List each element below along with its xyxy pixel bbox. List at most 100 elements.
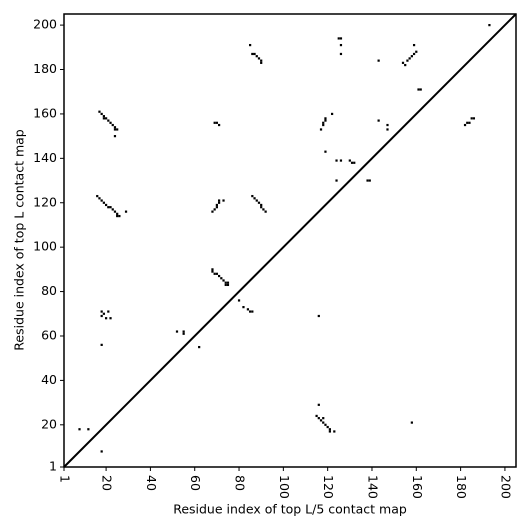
contact-point — [412, 43, 416, 47]
contact-point — [253, 52, 256, 56]
contact-point — [109, 206, 112, 209]
contact-point — [217, 123, 221, 127]
contact-point — [353, 161, 356, 164]
contact-point — [116, 212, 119, 215]
contact-point — [87, 428, 90, 431]
contact-point — [226, 281, 230, 284]
contact-point — [124, 210, 128, 213]
contact-point — [472, 117, 476, 120]
contact-point — [319, 419, 323, 422]
contact-point — [215, 272, 218, 275]
contact-point — [98, 197, 101, 200]
contact-point — [100, 310, 103, 313]
contact-point — [386, 123, 389, 127]
contact-point — [109, 317, 112, 320]
contact-point — [260, 206, 263, 209]
contact-point — [102, 201, 105, 204]
contact-point — [111, 123, 114, 127]
contact-point — [317, 314, 320, 318]
contact-point — [217, 201, 221, 204]
contact-point — [222, 279, 225, 282]
contact-point — [113, 135, 117, 138]
contact-point — [404, 63, 407, 67]
contact-point — [213, 208, 216, 211]
contact-point — [107, 310, 110, 313]
contact-point — [264, 210, 267, 213]
contact-point — [102, 312, 105, 315]
y-tick-label: 1 — [49, 459, 57, 474]
contact-point — [226, 283, 230, 287]
contact-point — [242, 306, 245, 309]
contact-point — [328, 428, 331, 431]
y-tick-label: 60 — [41, 327, 57, 342]
contact-point — [408, 57, 411, 60]
contact-point — [322, 417, 325, 420]
contact-point — [100, 112, 103, 116]
contact-point — [468, 121, 471, 124]
y-tick-label: 80 — [41, 283, 57, 298]
contact-point — [333, 430, 336, 433]
contact-point — [339, 52, 343, 56]
contact-point — [100, 314, 103, 318]
contact-point — [116, 128, 119, 131]
x-tick-label: 160 — [410, 475, 425, 499]
contact-point — [215, 121, 218, 124]
contact-point — [113, 128, 117, 131]
contact-point — [488, 23, 491, 27]
y-tick-label: 160 — [33, 105, 57, 120]
contact-point — [317, 417, 320, 420]
contact-point — [100, 450, 103, 453]
contact-point — [339, 43, 343, 47]
contact-point — [386, 128, 389, 131]
contact-point — [182, 330, 185, 333]
contact-point — [113, 210, 117, 213]
x-tick-label: 180 — [454, 475, 469, 499]
contact-point — [104, 203, 108, 207]
x-tick-label: 1 — [58, 475, 73, 483]
contact-point — [339, 37, 343, 40]
contact-point — [335, 159, 338, 162]
x-tick-label: 40 — [144, 475, 159, 491]
contact-point — [377, 59, 380, 62]
contact-point — [412, 52, 416, 56]
x-tick-label: 120 — [321, 475, 336, 499]
contact-point — [324, 119, 327, 122]
contact-point — [211, 270, 214, 273]
contact-point — [211, 210, 214, 213]
contact-point — [220, 277, 223, 280]
y-tick-label: 120 — [33, 194, 57, 209]
x-tick-label: 200 — [498, 475, 513, 499]
contact-point — [419, 88, 422, 91]
contact-point — [348, 159, 351, 162]
contact-point — [406, 59, 409, 62]
contact-point — [217, 199, 221, 202]
contact-point — [215, 203, 218, 207]
x-tick-label: 140 — [365, 475, 380, 499]
contact-point — [251, 194, 254, 198]
contact-point — [417, 88, 420, 91]
contact-point — [470, 117, 473, 120]
contact-point — [257, 57, 261, 60]
contact-point — [215, 206, 218, 209]
contact-point — [104, 117, 108, 120]
contact-point — [324, 150, 327, 153]
contact-point — [118, 214, 121, 218]
contact-point — [237, 299, 241, 302]
contact-point — [107, 119, 110, 122]
contact-point — [222, 199, 225, 202]
contact-point — [102, 117, 105, 120]
contact-point — [330, 112, 334, 116]
contact-point — [326, 425, 329, 429]
contact-point — [175, 330, 179, 333]
contact-point — [255, 199, 258, 202]
y-tick-label: 140 — [33, 150, 57, 165]
contact-point — [109, 121, 112, 124]
contact-point — [224, 283, 227, 287]
x-tick-label: 20 — [100, 475, 115, 491]
contact-point — [262, 208, 265, 211]
contact-point — [253, 197, 256, 200]
y-tick-label: 200 — [33, 17, 57, 32]
contact-point — [328, 430, 331, 433]
contact-point — [315, 414, 318, 418]
